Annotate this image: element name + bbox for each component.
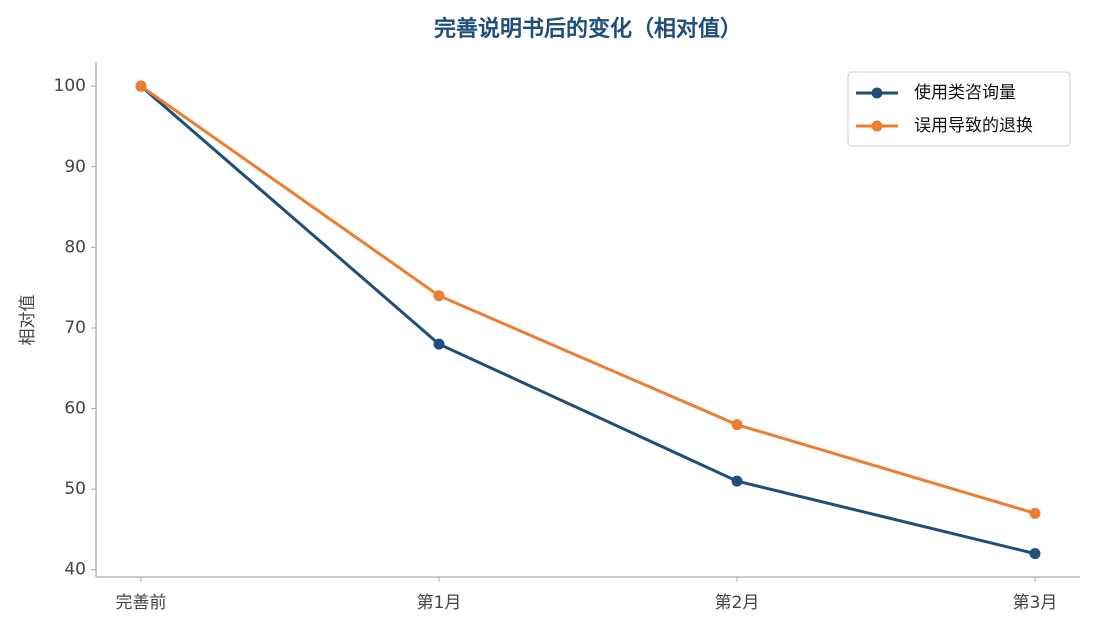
y-tick-label: 100 (54, 76, 86, 96)
legend-label: 使用类咨询量 (914, 82, 1016, 103)
data-point (731, 419, 743, 431)
legend-marker (871, 120, 883, 132)
y-tick-label: 60 (64, 399, 86, 419)
y-axis-label: 相对值 (18, 295, 38, 346)
x-tick-label: 完善前 (116, 593, 167, 613)
x-tick-label: 第1月 (417, 593, 462, 613)
data-point (731, 475, 743, 487)
x-tick-label: 第2月 (715, 593, 760, 613)
series-line (140, 85, 1036, 556)
data-point (433, 290, 445, 302)
y-tick-label: 40 (64, 560, 86, 580)
y-tick-label: 70 (64, 318, 86, 338)
legend-label: 误用导致的退换 (914, 116, 1033, 136)
y-tick-label: 50 (64, 479, 86, 499)
y-tick-label: 90 (64, 157, 86, 177)
data-point (1029, 507, 1041, 519)
data-point (1029, 548, 1041, 560)
legend-box (847, 71, 1071, 147)
legend-marker (871, 87, 883, 99)
x-tick-label: 第3月 (1013, 593, 1058, 613)
data-point (135, 80, 147, 92)
data-point (433, 338, 445, 350)
series-line (140, 84, 1036, 515)
y-tick-label: 80 (64, 237, 86, 257)
chart-title: 完善说明书后的变化（相对值） (434, 16, 742, 42)
